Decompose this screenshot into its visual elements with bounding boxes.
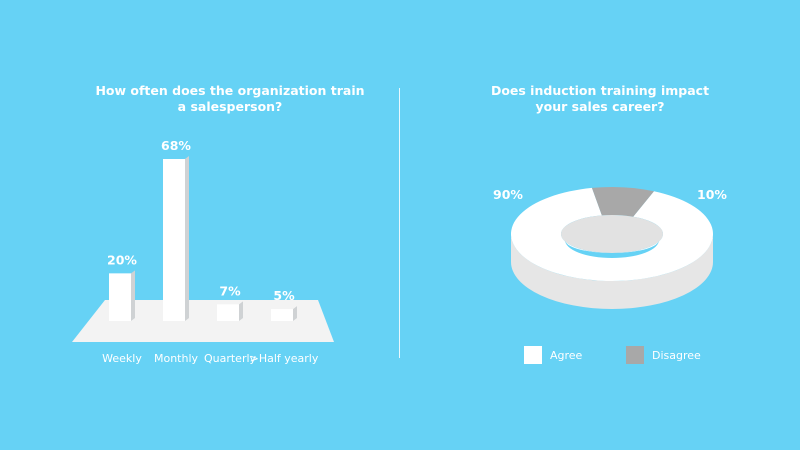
donut-chart: 90% 10% (493, 187, 727, 309)
legend-label-disagree: Disagree (652, 348, 701, 362)
bar-category-label: Weekly (102, 352, 142, 365)
bar-quarterly (217, 304, 239, 321)
bar-value-label: 20% (107, 252, 137, 267)
pie-value-label: 90% (493, 187, 523, 202)
bar-chart-floor (72, 300, 334, 342)
donut-slice-disagree (591, 187, 654, 217)
pie-value-label: 10% (697, 187, 727, 202)
bar-chart-title: How often does the organization train a … (95, 83, 365, 114)
bar-side-monthly (185, 156, 189, 321)
donut-hole-opening (565, 240, 659, 258)
bar-weekly (109, 273, 131, 321)
legend-item-disagree: Disagree (626, 346, 701, 364)
donut-hole-wall (561, 215, 663, 253)
bar-category-label: Monthly (154, 352, 199, 365)
donut-slice-agree (510, 187, 713, 281)
legend-swatch-disagree (626, 346, 644, 364)
bar-category-label: >Half yearly (250, 352, 319, 365)
bar-value-label: 5% (273, 288, 295, 303)
bar-side-quarterly (239, 301, 243, 321)
pie-chart-title: Does induction training impact your sale… (490, 83, 710, 114)
section-divider (399, 88, 400, 358)
bar-monthly (163, 159, 185, 321)
legend-label-agree: Agree (550, 348, 583, 362)
bar-chart: 20% Weekly 68% Monthly 7% Quarterly 5% >Half ye… (72, 138, 334, 365)
legend-item-agree: Agree (524, 346, 582, 364)
bar-side-half-yearly (293, 306, 297, 321)
bar-half-yearly (271, 309, 293, 321)
bar-value-label: 68% (161, 138, 191, 153)
bar-category-label: Quarterly (204, 352, 257, 365)
bar-value-label: 7% (219, 283, 241, 298)
donut-side-wall (511, 234, 713, 309)
bar-side-weekly (131, 270, 135, 321)
legend-swatch-agree (524, 346, 542, 364)
